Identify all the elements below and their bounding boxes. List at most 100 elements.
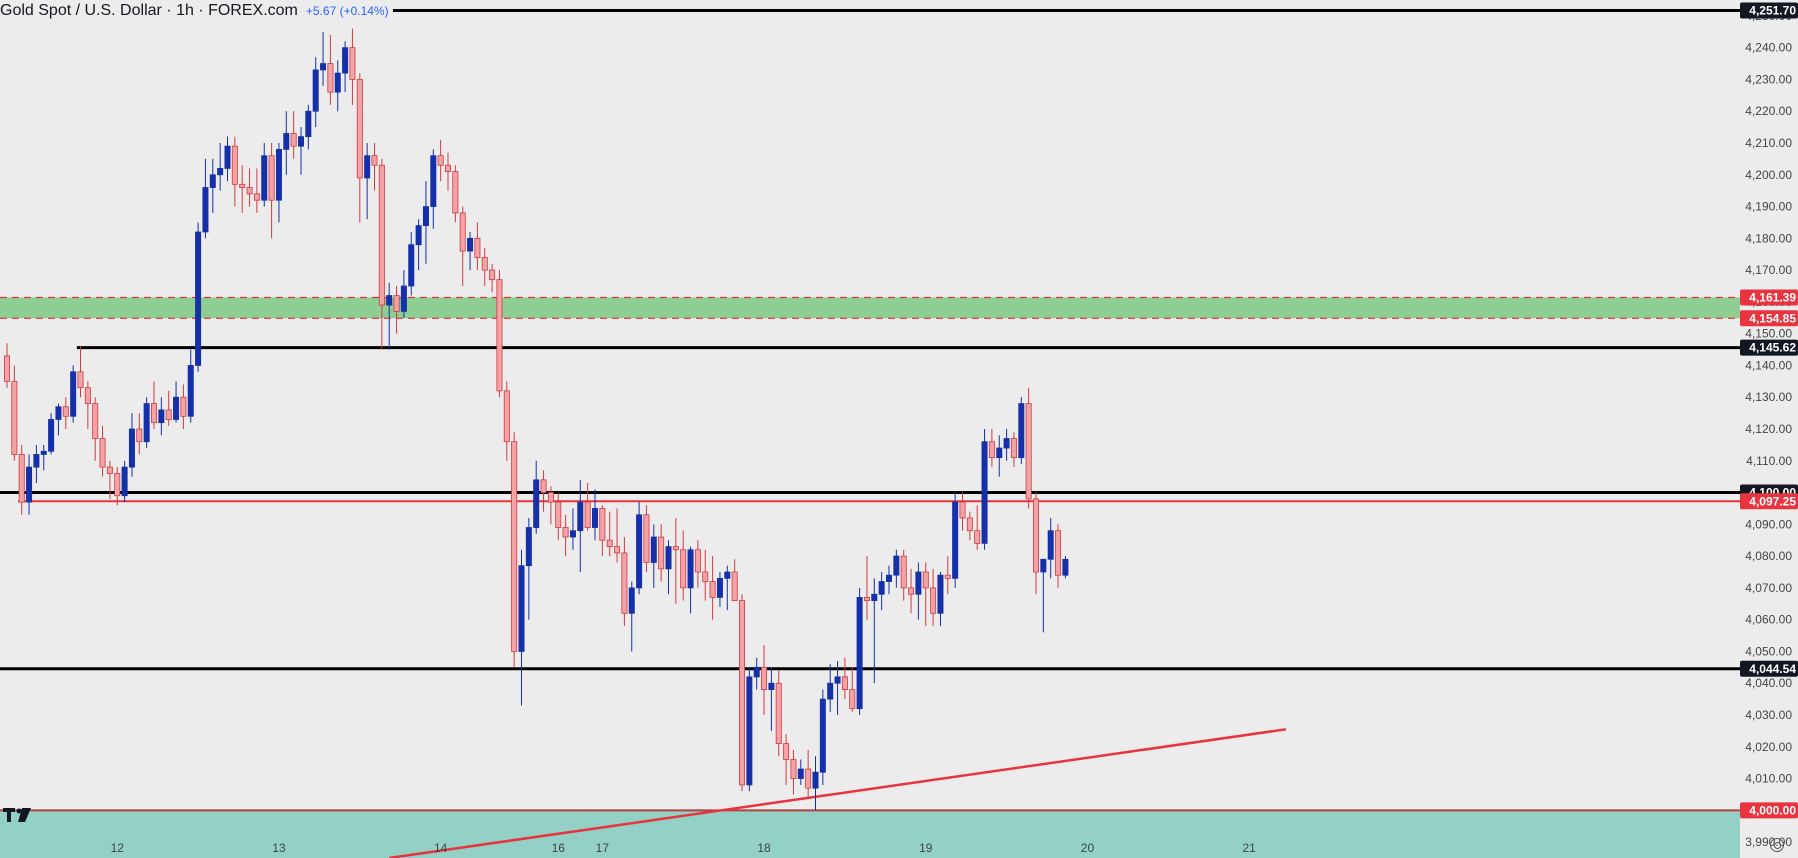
candle-body <box>106 466 113 474</box>
candle-body <box>981 441 988 544</box>
tradingview-logo-icon[interactable] <box>2 804 36 826</box>
price-tag <box>1740 660 1798 677</box>
candle-body <box>180 396 187 417</box>
candle-body <box>393 295 400 312</box>
candle-body <box>253 193 260 201</box>
price-tag <box>1740 289 1798 306</box>
y-tick-label: 4,240.00 <box>1745 41 1792 55</box>
candle-body <box>62 406 69 417</box>
price-tag-label: 4,161.39 <box>1749 290 1796 304</box>
candle-body <box>518 565 525 652</box>
y-tick-label: 3,990.00 <box>1745 835 1792 849</box>
candle-body <box>1010 438 1017 458</box>
price-tag-label: 4,000.00 <box>1749 803 1796 817</box>
candle-body <box>746 676 753 786</box>
candle-body <box>364 155 371 179</box>
price-change: +5.67 (+0.14%) <box>305 4 389 18</box>
candle-body <box>805 768 812 789</box>
candle-body <box>459 212 466 252</box>
candle-body <box>849 689 856 710</box>
x-tick-label: 19 <box>919 841 933 855</box>
candle-body <box>128 428 135 468</box>
candle-body <box>863 597 870 602</box>
price-tag-label: 4,097.25 <box>1749 494 1796 508</box>
x-tick-label: 21 <box>1242 841 1256 855</box>
candle-body <box>231 145 238 185</box>
candle-body <box>503 390 510 443</box>
zones-layer <box>0 296 1740 858</box>
y-tick-label: 4,060.00 <box>1745 613 1792 627</box>
price-tag <box>1740 802 1798 819</box>
price-axis[interactable] <box>1740 0 1798 858</box>
candle-body <box>783 743 790 760</box>
candle-body <box>709 581 716 598</box>
candle-body <box>636 514 643 589</box>
candle-body <box>386 295 393 306</box>
candle-body <box>577 501 584 532</box>
x-tick-label: 16 <box>552 841 566 855</box>
candle-body <box>761 666 768 690</box>
candle-body <box>48 419 55 452</box>
candle-body <box>694 549 701 573</box>
candle-body <box>672 546 679 551</box>
price-tag <box>1740 339 1798 356</box>
candle-body <box>356 79 363 179</box>
candle-body <box>974 530 981 544</box>
price-tag-label: 4,154.85 <box>1749 311 1796 325</box>
trendline-layer <box>389 728 1287 858</box>
candle-body <box>305 110 312 138</box>
candle-body <box>680 549 687 589</box>
price-tag-label: 4,145.62 <box>1749 341 1796 355</box>
y-tick-label: 4,040.00 <box>1745 676 1792 690</box>
candle-body <box>422 206 429 227</box>
candle-body <box>40 450 47 455</box>
y-tick-label: 4,010.00 <box>1745 772 1792 786</box>
candle-body <box>33 454 40 468</box>
candle-body <box>886 574 893 582</box>
candle-body <box>430 155 437 207</box>
candle-body <box>768 682 775 690</box>
plot-background <box>0 0 1740 858</box>
candle-body <box>77 371 84 389</box>
candle-body <box>84 387 91 404</box>
candle-body <box>114 473 121 497</box>
settings-gear-icon[interactable] <box>1770 838 1784 852</box>
candle-body <box>658 536 665 570</box>
candle-body <box>687 549 694 589</box>
candle-body <box>378 164 385 306</box>
symbol-title[interactable]: Gold Spot / U.S. Dollar · 1h · FOREX.com <box>0 2 298 19</box>
candle-body <box>26 466 33 503</box>
candle-body <box>408 244 415 287</box>
candle-body <box>268 155 275 201</box>
candle-body <box>99 438 106 468</box>
candle-body <box>290 133 297 147</box>
candle-body <box>511 441 518 652</box>
candle-body <box>547 492 554 503</box>
candle-body <box>1033 498 1040 573</box>
candle-body <box>724 571 731 579</box>
candle-body <box>584 501 591 528</box>
price-tag-label: 4,044.54 <box>1749 662 1796 676</box>
candle-body <box>812 771 819 789</box>
candle-body <box>481 256 488 271</box>
candle-body <box>496 279 503 392</box>
candle-body <box>489 269 496 281</box>
candle-body <box>739 600 746 786</box>
x-tick-label: 17 <box>596 841 610 855</box>
zone-band <box>0 810 1740 858</box>
candle-body <box>55 406 62 420</box>
price-tag-label: 4,251.70 <box>1749 3 1796 17</box>
candle-body <box>1018 403 1025 459</box>
candle-body <box>915 571 922 595</box>
candle-body <box>158 409 165 424</box>
chart-header: Gold Spot / U.S. Dollar · 1h · FOREX.com… <box>0 2 393 20</box>
candle-body <box>312 69 319 112</box>
candle-body <box>856 597 863 710</box>
x-axis-ticks: 12 13 14 16 17 18 19 20 21 <box>111 841 1257 855</box>
candle-body <box>827 682 834 700</box>
y-tick-label: 4,070.00 <box>1745 581 1792 595</box>
candle-body <box>952 501 959 579</box>
candle-body <box>187 365 194 417</box>
candle-body <box>599 508 606 541</box>
